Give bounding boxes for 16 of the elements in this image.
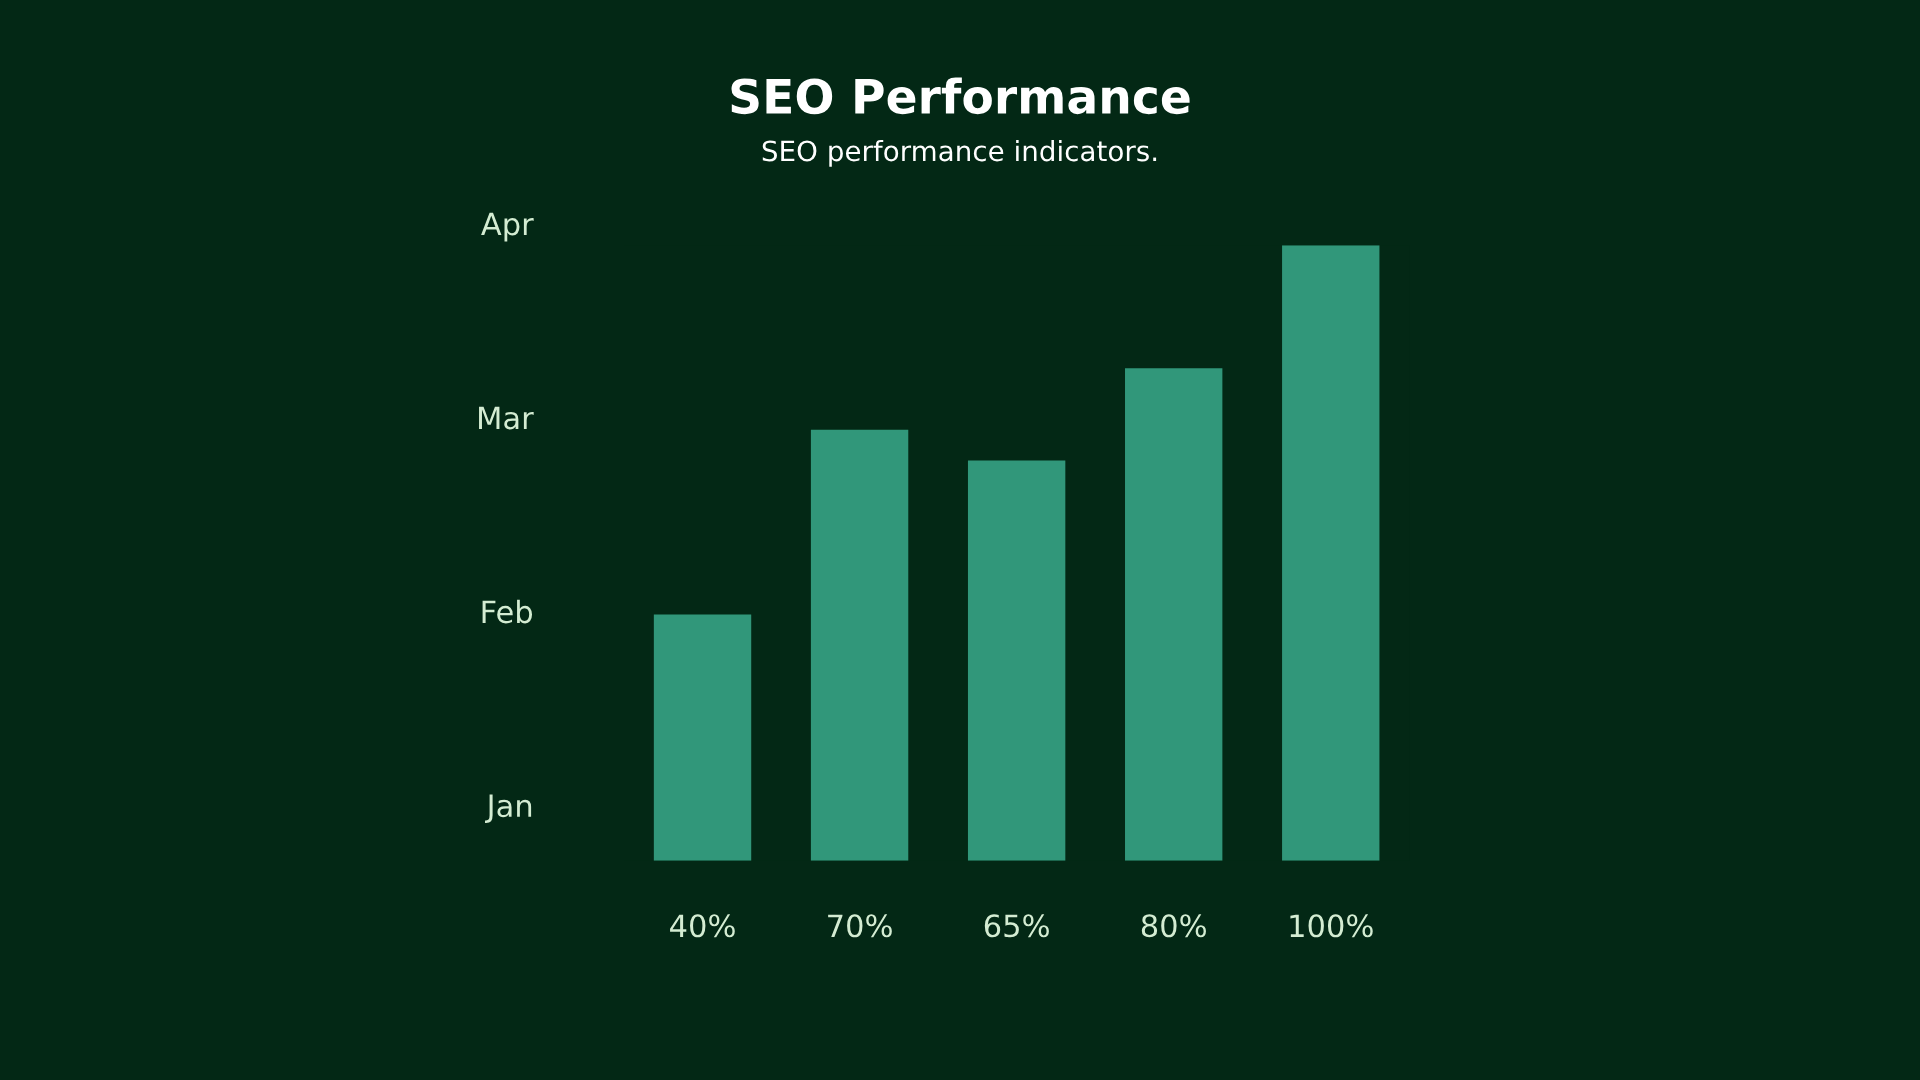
- bar: [1282, 245, 1380, 861]
- data-label: 65%: [984, 914, 1049, 938]
- bar: [967, 460, 1066, 861]
- data-label: 100%: [1290, 914, 1373, 938]
- bar: [653, 614, 752, 861]
- chart-title: SEO Performance: [731, 77, 1190, 115]
- data-label: 70%: [828, 914, 892, 938]
- data-label: 80%: [1141, 914, 1206, 938]
- text: Mar: [479, 406, 534, 430]
- text: Apr: [481, 212, 534, 242]
- bar: [810, 429, 909, 861]
- chart-subtitle: SEO performance indicators.: [762, 139, 1157, 167]
- data-label: 40%: [670, 914, 735, 938]
- text: Jan: [485, 794, 532, 823]
- text: Feb: [482, 599, 533, 624]
- bar: [1125, 368, 1223, 861]
